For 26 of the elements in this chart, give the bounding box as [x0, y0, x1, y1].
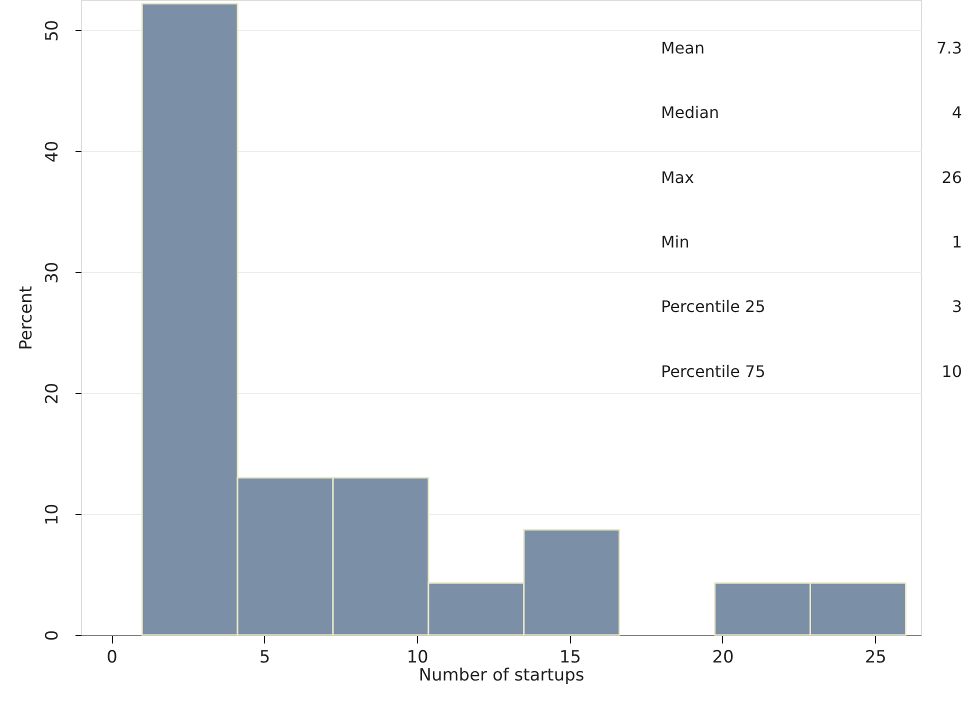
y-tick-label: 20 [42, 382, 62, 404]
y-tick-label: 50 [42, 20, 62, 42]
y-tick-label: 10 [42, 504, 62, 526]
y-tick-label: 40 [42, 140, 62, 163]
text: 3 [952, 297, 962, 316]
y-axis-title: Percent [16, 286, 36, 350]
annotation: Percentile 75 [661, 362, 766, 381]
text: 1 [952, 232, 962, 252]
y-tick-label: 30 [42, 262, 62, 284]
text: 7.3 [936, 38, 962, 58]
x-tick-label: 5 [259, 648, 270, 668]
text: 10 [942, 362, 962, 381]
y-tick-label: 0 [42, 630, 62, 641]
x-tick-label: 15 [559, 648, 582, 668]
x-tick-label: 0 [106, 648, 118, 668]
annotation: Min [661, 232, 690, 252]
text: 4 [952, 103, 962, 122]
annotation: Mean [661, 38, 705, 58]
x-axis-title: Number of startups [418, 666, 584, 686]
annotation: Median [661, 103, 720, 122]
annotation: Max [661, 168, 694, 187]
x-tick-label: 20 [712, 648, 734, 668]
annotation: Percentile 25 [661, 297, 766, 316]
x-tick-label: 25 [864, 648, 886, 668]
text: 26 [942, 168, 962, 187]
x-tick-label: 10 [406, 648, 428, 668]
